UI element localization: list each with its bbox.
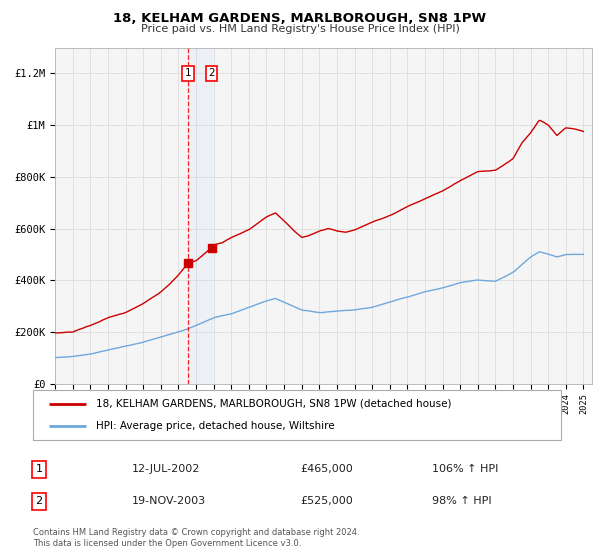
Text: 98% ↑ HPI: 98% ↑ HPI — [432, 496, 491, 506]
Text: This data is licensed under the Open Government Licence v3.0.: This data is licensed under the Open Gov… — [33, 539, 301, 548]
Text: Price paid vs. HM Land Registry's House Price Index (HPI): Price paid vs. HM Land Registry's House … — [140, 24, 460, 34]
FancyBboxPatch shape — [33, 390, 561, 440]
Text: 1: 1 — [185, 68, 191, 78]
Bar — [188, 48, 212, 384]
Text: £525,000: £525,000 — [300, 496, 353, 506]
Text: Contains HM Land Registry data © Crown copyright and database right 2024.: Contains HM Land Registry data © Crown c… — [33, 528, 359, 536]
Text: 2: 2 — [208, 68, 215, 78]
Text: £465,000: £465,000 — [300, 464, 353, 474]
Text: 106% ↑ HPI: 106% ↑ HPI — [432, 464, 499, 474]
Text: 2: 2 — [35, 496, 43, 506]
Text: 18, KELHAM GARDENS, MARLBOROUGH, SN8 1PW: 18, KELHAM GARDENS, MARLBOROUGH, SN8 1PW — [113, 12, 487, 25]
Text: 19-NOV-2003: 19-NOV-2003 — [132, 496, 206, 506]
Text: 12-JUL-2002: 12-JUL-2002 — [132, 464, 200, 474]
Text: 18, KELHAM GARDENS, MARLBOROUGH, SN8 1PW (detached house): 18, KELHAM GARDENS, MARLBOROUGH, SN8 1PW… — [97, 399, 452, 409]
Text: HPI: Average price, detached house, Wiltshire: HPI: Average price, detached house, Wilt… — [97, 421, 335, 431]
Text: 1: 1 — [35, 464, 43, 474]
